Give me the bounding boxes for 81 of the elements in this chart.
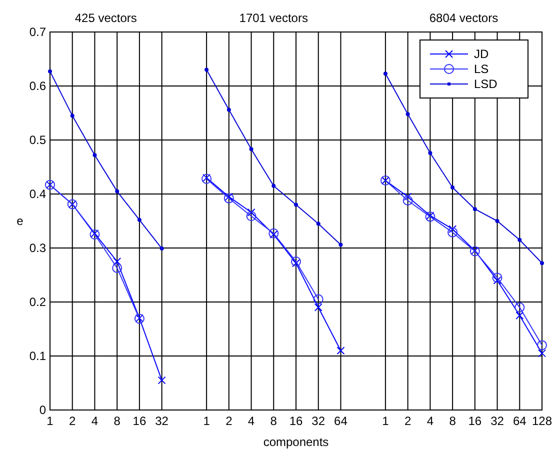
x-tick-label: 1: [46, 414, 54, 428]
point: [492, 272, 502, 283]
x-tick-label: 8: [449, 414, 456, 428]
x-tick-label: 4: [91, 414, 98, 428]
y-tick-label: 0.7: [29, 25, 46, 40]
x-tick-label: 32: [155, 414, 169, 428]
y-tick-label: 0.1: [29, 349, 46, 364]
y-tick-label: 0: [39, 403, 46, 418]
x-tick-label: 2: [69, 414, 76, 428]
point: [493, 276, 502, 284]
point: [402, 195, 413, 206]
legend-label: LS: [474, 62, 489, 76]
point: [92, 153, 97, 158]
x-tick-label: 2: [404, 414, 412, 428]
point: [448, 225, 457, 234]
x-tick-label: 8: [270, 414, 278, 428]
point: [292, 259, 300, 268]
point: [291, 256, 301, 266]
point: [226, 108, 231, 112]
x-tick-label: 32: [490, 414, 504, 428]
x-tick-label: 8: [114, 414, 121, 428]
point: [247, 208, 256, 216]
point: [448, 227, 458, 238]
point: [336, 346, 345, 355]
x-tick-label: 1: [203, 414, 210, 428]
point: [249, 147, 254, 152]
text: 6804 vectors: [429, 11, 498, 25]
legend-label: JD: [474, 47, 489, 62]
point: [314, 303, 322, 312]
point: [514, 302, 525, 312]
y-tick-label: 0.3: [29, 241, 46, 256]
x-tick-label: 64: [512, 414, 527, 428]
point: [406, 112, 410, 116]
x-axis-title: components: [263, 435, 329, 449]
point: [158, 376, 166, 384]
text: 425 vectors: [74, 11, 137, 25]
x-tick-label: 2: [226, 414, 233, 428]
point: [518, 238, 522, 242]
point: [115, 189, 120, 194]
x-tick-label: 128: [532, 414, 552, 428]
legend-label: LSD: [474, 77, 498, 92]
x-tick-label: 4: [426, 414, 434, 428]
point: [272, 184, 276, 188]
x-tick-label: 32: [312, 414, 326, 428]
point: [224, 193, 234, 204]
point: [540, 261, 544, 266]
point: [538, 349, 546, 358]
x-tick-label: 16: [289, 414, 303, 428]
point: [160, 246, 164, 251]
point: [450, 186, 455, 190]
point: [70, 114, 74, 118]
point: [316, 222, 320, 226]
point: [48, 69, 52, 74]
y-axis-title: e: [16, 214, 24, 228]
point: [204, 68, 209, 72]
point: [313, 294, 324, 304]
point: [428, 150, 432, 155]
x-tick-label: 16: [468, 414, 482, 428]
x-tick-label: 64: [334, 414, 348, 428]
point: [516, 312, 524, 320]
point: [495, 219, 500, 223]
point: [268, 228, 279, 238]
x-tick-label: 1: [382, 414, 390, 428]
x-tick-label: 16: [132, 414, 146, 428]
y-tick-label: 0.2: [29, 295, 46, 310]
y-tick-label: 0.6: [29, 79, 46, 94]
y-tick-label: 0.5: [29, 133, 46, 148]
point: [246, 211, 256, 222]
point: [404, 192, 412, 201]
point: [472, 207, 477, 212]
point: [294, 202, 298, 207]
text: 1701 vectors: [239, 11, 308, 25]
point: [113, 258, 122, 266]
x-tick-label: 4: [248, 414, 255, 428]
point: [537, 340, 547, 350]
point: [137, 218, 142, 222]
point: [383, 72, 388, 76]
point: [112, 262, 122, 273]
point: [224, 192, 233, 201]
point: [338, 242, 343, 247]
y-tick-label: 0.4: [29, 187, 46, 202]
